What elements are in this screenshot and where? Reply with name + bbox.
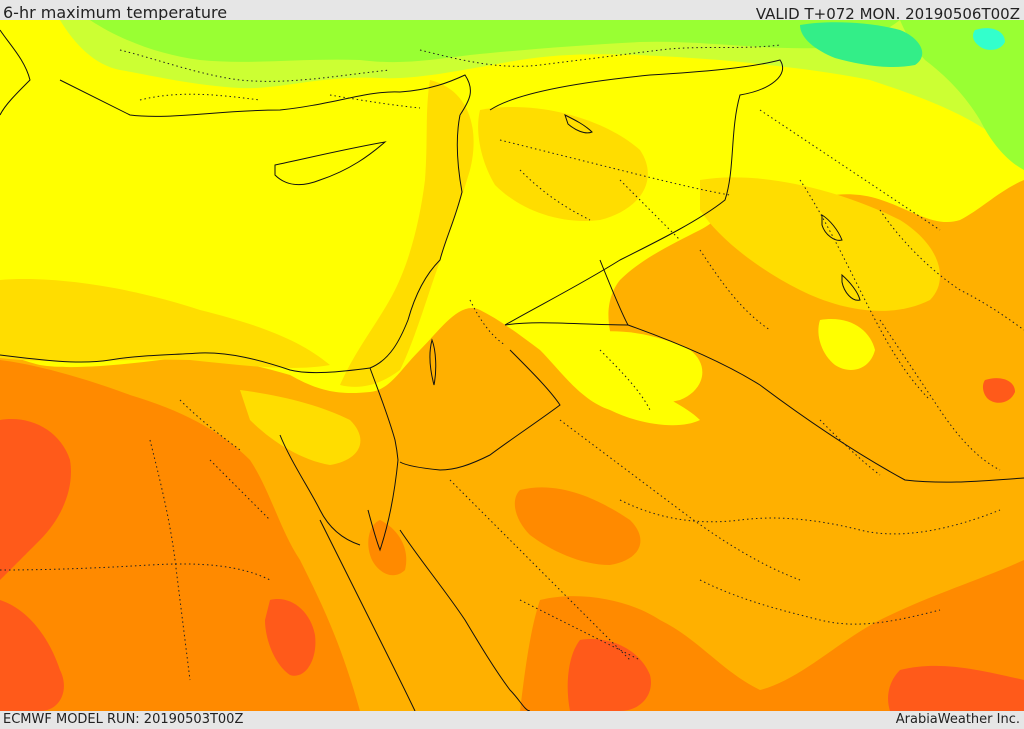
- coast-redsea-e: [399, 529, 531, 711]
- field-red-iraq: [982, 378, 1015, 403]
- field-yellow-jordan: [558, 331, 703, 404]
- field-yellow: [0, 20, 1024, 426]
- field-cyan-ne: [800, 22, 923, 68]
- borders: [369, 59, 1024, 483]
- field-red-south: [567, 639, 651, 711]
- field-yellow-east: [818, 319, 875, 370]
- coast-aqaba: [367, 459, 399, 552]
- field-gold-levant: [340, 80, 474, 387]
- field-green-ne: [900, 20, 1024, 170]
- coast-aegean: [0, 29, 31, 116]
- field-red-mid: [265, 599, 316, 676]
- field-gold-syria: [478, 106, 648, 221]
- field-gold-sinai: [240, 390, 361, 465]
- field-red-west: [0, 419, 71, 580]
- coastlines: [0, 29, 861, 711]
- border-egypt-israel: [369, 367, 399, 461]
- field-orange-redsea: [368, 520, 407, 576]
- temperature-map[interactable]: [0, 20, 1024, 711]
- border-jordan-iraq: [599, 259, 629, 326]
- field-red-se: [888, 665, 1024, 711]
- coast-deadsea: [429, 338, 437, 386]
- field-red-sw: [0, 600, 64, 711]
- credit-label: ArabiaWeather Inc.: [895, 712, 1020, 727]
- valid-time: VALID T+072 MON. 20190506T00Z: [755, 5, 1020, 23]
- header-bar: 6-hr maximum temperature VALID T+072 MON…: [0, 0, 1024, 23]
- footer-bar: ECMWF MODEL RUN: 20190503T00Z ArabiaWeat…: [0, 711, 1024, 729]
- coast-turkey: [59, 74, 471, 117]
- coast-egypt: [0, 352, 371, 374]
- field-orange-saudi: [514, 487, 641, 565]
- field-gold-west: [0, 279, 330, 368]
- coast-levant: [369, 114, 463, 369]
- border-jordan-saudi: [504, 322, 1024, 483]
- border-syria-iraq: [489, 59, 783, 326]
- coast-cyprus: [274, 141, 387, 186]
- coast-lake-iraq2: [841, 273, 861, 301]
- field-cyan-ne2: [973, 28, 1005, 50]
- admin-boundaries: [0, 44, 1024, 681]
- model-run-label: ECMWF MODEL RUN: 20190503T00Z: [3, 712, 244, 727]
- map-title: 6-hr maximum temperature: [3, 3, 228, 22]
- coast-redsea-w: [319, 519, 416, 711]
- coast-suez: [279, 434, 361, 546]
- coast-lake-assad: [564, 114, 593, 134]
- border-saudi-jordan-s: [399, 349, 561, 471]
- field-green-2: [90, 20, 900, 63]
- coast-lake-iraq: [821, 214, 843, 241]
